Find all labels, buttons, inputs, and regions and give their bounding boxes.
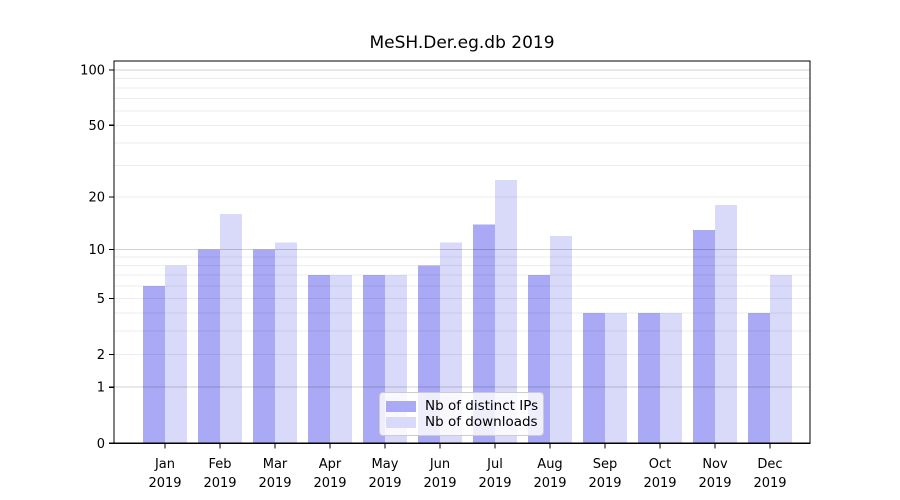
legend: Nb of distinct IPs Nb of downloads [379,392,544,436]
x-tick-label-year: 2019 [203,476,236,491]
bar-downloads-oct [660,313,682,444]
x-tick-label-month: Dec [757,457,782,472]
y-tick-label: 20 [88,191,105,206]
x-tick-label-month: Jan [154,457,175,472]
chart-title: MeSH.Der.eg.db 2019 [369,33,555,53]
y-tick-label: 10 [88,243,105,258]
x-tick-label-year: 2019 [423,476,456,491]
bar-ips-sep [583,313,605,444]
x-tick-label-month: May [372,457,399,472]
legend-label-distinct-ips: Nb of distinct IPs [425,398,539,414]
x-tick-label-year: 2019 [148,476,181,491]
bar-ips-dec [748,313,770,444]
bar-downloads-jan [165,265,187,444]
x-tick-label-year: 2019 [313,476,346,491]
x-tick-label-month: Mar [263,457,288,472]
x-tick-label-year: 2019 [533,476,566,491]
legend-label-downloads: Nb of downloads [425,414,538,430]
bar-downloads-mar [275,242,297,444]
bar-downloads-nov [715,205,737,444]
x-tick-label-year: 2019 [258,476,291,491]
x-tick-label-month: Jun [429,457,450,472]
x-tick-label-month: Oct [649,457,671,472]
x-tick-label-year: 2019 [478,476,511,491]
x-tick-label-month: Jul [486,457,503,472]
x-tick-label-month: Sep [593,457,618,472]
x-tick-label-month: Aug [537,457,562,472]
y-tick-label: 5 [97,292,105,307]
y-tick-label: 50 [88,119,105,134]
legend-swatch-distinct-ips [386,400,416,412]
y-tick-label: 100 [80,64,105,79]
bar-downloads-dec [770,275,792,444]
y-tick-label: 0 [97,437,105,452]
y-tick-label: 2 [97,348,105,363]
bar-downloads-aug [550,235,572,444]
x-tick-label-year: 2019 [588,476,621,491]
x-tick-label-month: Nov [702,457,728,472]
legend-item-downloads: Nb of downloads [386,414,538,430]
axes-box [113,60,811,444]
bar-ips-feb [198,249,220,444]
bar-ips-jan [143,285,165,444]
x-tick-label-year: 2019 [643,476,676,491]
x-tick-label-year: 2019 [753,476,786,491]
y-tick-label: 1 [97,381,105,396]
x-tick-label-year: 2019 [368,476,401,491]
x-tick-label-year: 2019 [698,476,731,491]
bar-downloads-sep [605,313,627,444]
bar-downloads-feb [220,214,242,444]
bar-ips-apr [308,275,330,444]
x-tick-label-month: Apr [319,457,342,472]
bar-ips-nov [693,229,715,444]
bar-ips-mar [253,249,275,444]
legend-item-distinct-ips: Nb of distinct IPs [386,398,539,414]
x-tick-label-month: Feb [208,457,231,472]
bar-downloads-apr [330,275,352,444]
bar-downloads-jul [495,179,517,444]
bar-ips-jul [473,224,495,444]
legend-swatch-downloads [386,416,416,428]
bar-ips-oct [638,313,660,444]
